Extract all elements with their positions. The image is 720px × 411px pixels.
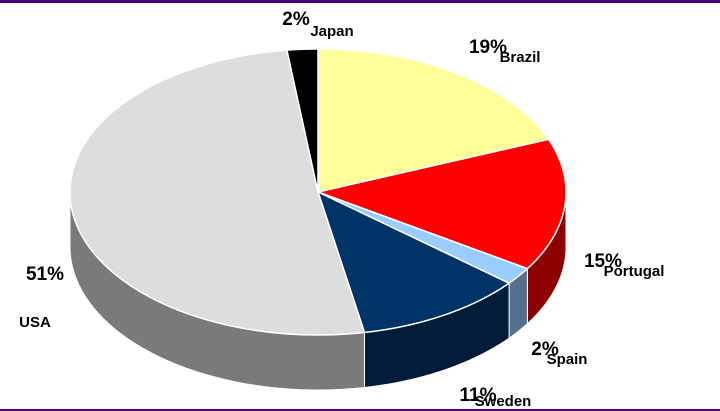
pie-slice xyxy=(69,49,366,336)
pie-slice xyxy=(316,190,511,334)
category-label: Brazil xyxy=(500,49,541,66)
value-label: 2% xyxy=(531,339,559,360)
value-label: 2% xyxy=(282,9,310,30)
category-label: Sweden xyxy=(475,393,532,410)
category-label: USA xyxy=(19,314,51,331)
value-label: 19% xyxy=(469,37,507,58)
pie-slice xyxy=(315,138,567,270)
pie-slice xyxy=(317,48,550,193)
category-label: Portugal xyxy=(604,263,665,280)
category-label: Spain xyxy=(547,351,588,368)
pie-slice xyxy=(285,48,319,193)
value-label: 51% xyxy=(26,264,64,285)
top-border xyxy=(0,0,720,3)
category-label: Japan xyxy=(310,23,353,40)
value-label: 11% xyxy=(460,385,497,406)
value-label: 15% xyxy=(584,251,622,272)
pie-slice xyxy=(317,191,529,285)
bottom-border xyxy=(0,409,720,411)
